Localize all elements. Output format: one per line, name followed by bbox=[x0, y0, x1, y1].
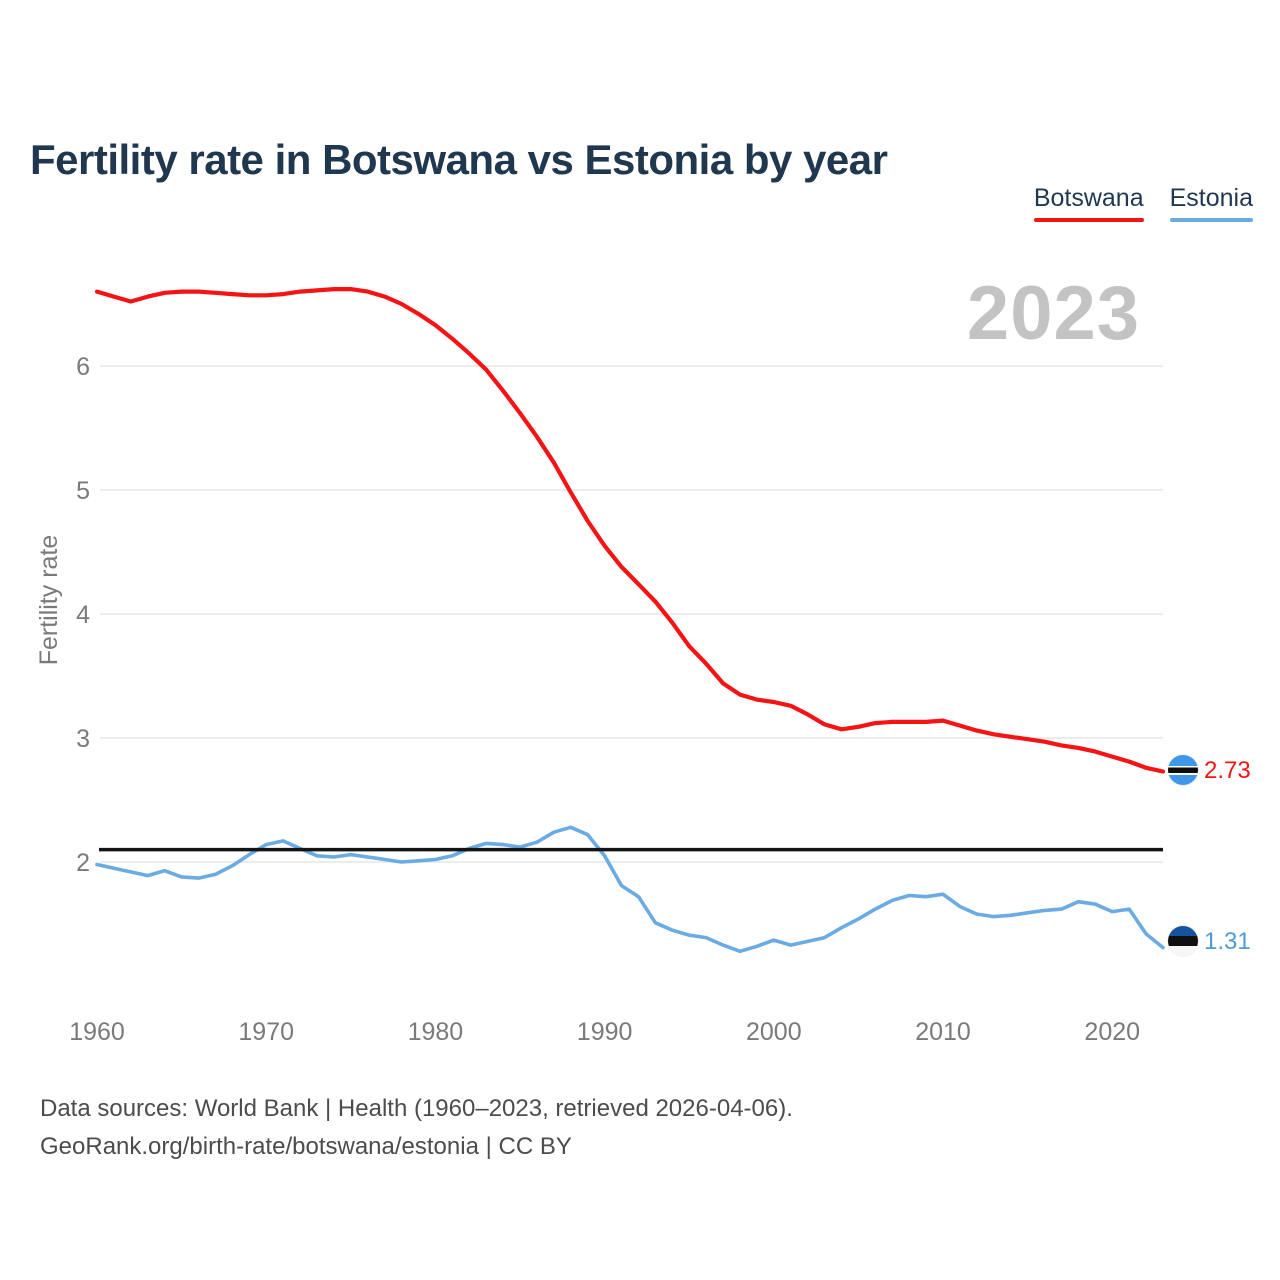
x-tick-label: 2020 bbox=[1084, 1018, 1140, 1046]
y-axis-title: Fertility rate bbox=[35, 535, 63, 666]
estonia-line bbox=[95, 825, 1165, 954]
y-tick-label: 3 bbox=[76, 725, 90, 753]
estonia-flag-icon bbox=[1168, 926, 1198, 956]
y-tick-label: 4 bbox=[76, 601, 90, 629]
x-tick-label: 1990 bbox=[577, 1018, 633, 1046]
page-title: Fertility rate in Botswana vs Estonia by… bbox=[30, 136, 888, 184]
botswana-flag-icon bbox=[1168, 755, 1198, 785]
x-tick-label: 1960 bbox=[69, 1018, 125, 1046]
legend-label-estonia: Estonia bbox=[1169, 184, 1253, 212]
botswana-legend-underline bbox=[1033, 218, 1144, 222]
y-tick-label: 5 bbox=[76, 477, 90, 505]
x-tick-label: 2000 bbox=[746, 1018, 802, 1046]
estonia-end-value: 1.31 bbox=[1204, 928, 1251, 955]
footer-source-line: Data sources: World Bank | Health (1960–… bbox=[40, 1095, 793, 1122]
botswana-line bbox=[94, 287, 1166, 774]
x-tick-label: 1970 bbox=[238, 1018, 294, 1046]
y-tick-label: 6 bbox=[76, 353, 90, 381]
legend-label-botswana: Botswana bbox=[1033, 184, 1144, 212]
year-watermark: 2023 bbox=[966, 271, 1140, 356]
legend-item-estonia[interactable]: Estonia bbox=[1169, 184, 1253, 222]
x-tick-label: 1980 bbox=[408, 1018, 464, 1046]
botswana-end-value: 2.73 bbox=[1204, 757, 1251, 784]
legend: Botswana Estonia bbox=[1033, 184, 1253, 222]
estonia-legend-underline bbox=[1169, 218, 1253, 222]
x-tick-label: 2010 bbox=[915, 1018, 971, 1046]
legend-item-botswana[interactable]: Botswana bbox=[1033, 184, 1144, 222]
y-tick-label: 2 bbox=[76, 849, 90, 877]
footer: Data sources: World Bank | Health (1960–… bbox=[40, 1090, 793, 1166]
footer-attribution-line: GeoRank.org/birth-rate/botswana/estonia … bbox=[40, 1133, 572, 1160]
